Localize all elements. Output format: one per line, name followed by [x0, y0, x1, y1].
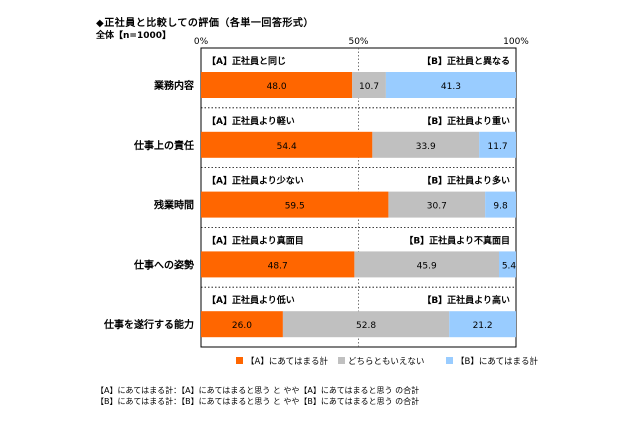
pair-label-a: 【A】正社員より軽い: [207, 115, 295, 127]
bar-segment: [352, 72, 386, 98]
data-label: 59.5: [285, 202, 305, 212]
bar-segment: [388, 191, 486, 218]
data-label: 21.2: [473, 321, 493, 331]
pair-label-a: 【A】正社員より真面目: [207, 234, 304, 246]
data-label: 54.4: [277, 142, 297, 152]
bar-segment: [201, 311, 283, 338]
footnote-b: 【B】にあてはまる計：【B】にあてはまると思う と やや【B】にあてはまると思う…: [96, 397, 420, 406]
legend-label: どちらともいえない: [348, 357, 424, 367]
sample-size-label: 全体【n=1000】: [96, 31, 171, 41]
data-label: 10.7: [359, 82, 379, 92]
bar-segment: [201, 191, 389, 218]
bar-segment: [282, 311, 450, 338]
data-label: 48.7: [268, 261, 288, 271]
x-tick-label: 50%: [348, 37, 368, 47]
bar-segment: [201, 131, 373, 158]
bar-segment: [479, 131, 516, 158]
data-label: 41.3: [441, 82, 461, 92]
pair-label-a: 【A】正社員より低い: [207, 294, 295, 306]
x-tick-label: 100%: [503, 37, 529, 47]
x-tick-label: 0%: [194, 37, 209, 47]
pair-label-b: 【B】正社員より多い: [422, 175, 510, 187]
category-label: 業務内容: [153, 79, 194, 92]
bar-segment: [201, 72, 353, 98]
category-label: 仕事への姿勢: [133, 258, 194, 271]
data-label: 9.8: [493, 202, 508, 212]
bar-segment: [498, 251, 516, 278]
pair-label-a: 【A】正社員より少ない: [207, 175, 304, 187]
legend-label: 【A】にあてはまる計: [246, 356, 328, 367]
bar-segment: [385, 72, 516, 98]
data-label: 26.0: [232, 321, 252, 331]
category-label: 仕事を遂行する能力: [103, 318, 194, 331]
footnote-a: 【A】にあてはまる計：【A】にあてはまると思う と やや【A】にあてはまると思う…: [96, 386, 420, 395]
legend-swatch: [236, 357, 243, 364]
legend-swatch: [446, 357, 453, 364]
pair-label-b: 【B】正社員より高い: [422, 294, 510, 306]
data-label: 5.4: [502, 261, 517, 271]
pair-label-b: 【B】正社員と異なる: [422, 55, 510, 67]
category-label: 残業時間: [154, 199, 194, 212]
legend-label: 【B】にあてはまる計: [456, 356, 538, 367]
bar-segment: [372, 131, 480, 158]
data-label: 33.9: [416, 142, 436, 152]
chart-title: ◆正社員と比較しての評価（各単一回答形式）: [96, 18, 314, 29]
bar-segment: [485, 191, 516, 218]
bar-segment: [201, 251, 355, 278]
data-label: 48.0: [267, 82, 287, 92]
data-label: 11.7: [488, 142, 508, 152]
pair-label-b: 【B】正社員より不真面目: [404, 234, 510, 246]
bar-segment: [449, 311, 516, 338]
data-label: 30.7: [427, 202, 447, 212]
bar-segment: [354, 251, 499, 278]
legend-swatch: [338, 357, 345, 364]
category-label: 仕事上の責任: [133, 139, 194, 152]
pair-label-a: 【A】正社員と同じ: [207, 55, 286, 67]
pair-label-b: 【B】正社員より重い: [422, 115, 510, 127]
footnotes: 【A】にあてはまる計：【A】にあてはまると思う と やや【A】にあてはまると思う…: [96, 385, 419, 407]
data-label: 52.8: [356, 321, 376, 331]
data-label: 45.9: [417, 261, 437, 271]
